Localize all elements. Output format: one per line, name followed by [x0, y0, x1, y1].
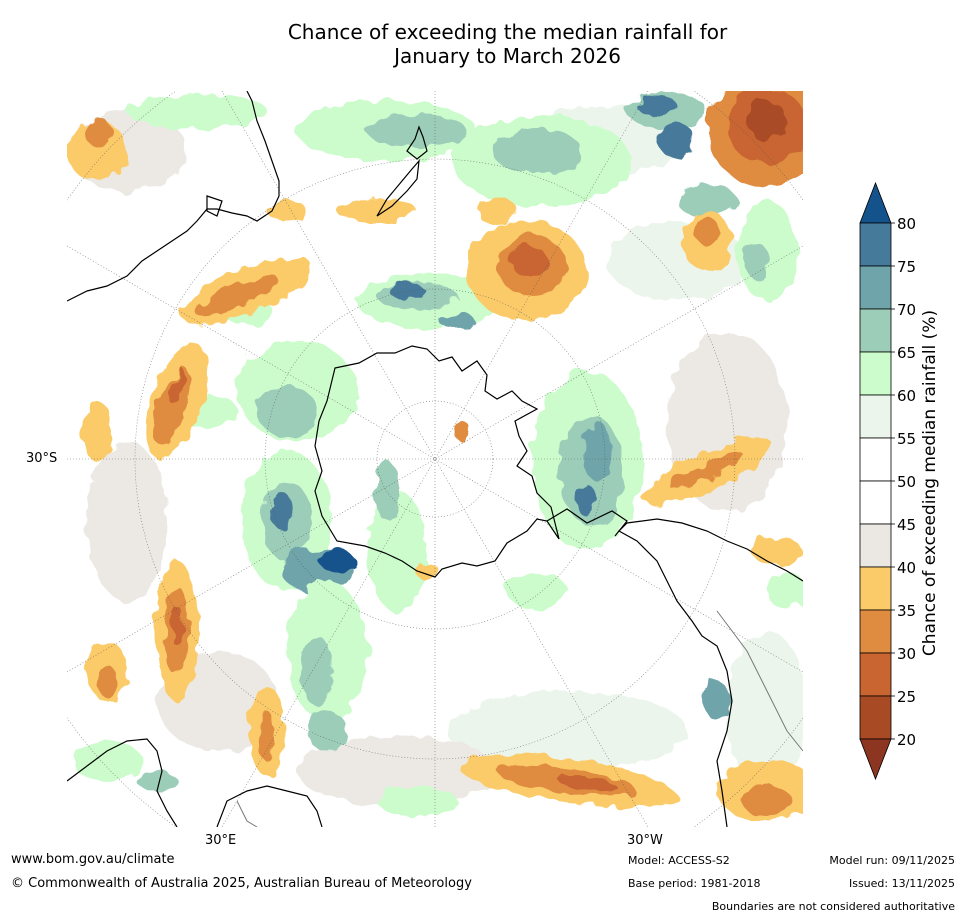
graticule [67, 91, 803, 827]
colorbar-bin [859, 566, 892, 611]
issued-label: Issued: 13/11/2025 [848, 877, 955, 890]
colorbar-bin [859, 222, 892, 267]
colorbar-tick-label: 55 [897, 430, 916, 448]
colorbar-bin [859, 394, 892, 439]
antarctic-peninsula [546, 508, 628, 537]
longitude-label-30w: 30°W [627, 833, 663, 848]
coastlines [67, 91, 803, 827]
colorbar-tick-label: 40 [897, 559, 916, 577]
south-america-coastline [618, 518, 803, 827]
colorbar-bin [859, 609, 892, 654]
colorbar-bin [859, 480, 892, 525]
colorbar-tick-label: 35 [897, 602, 916, 620]
colorbar-bin [859, 523, 892, 568]
colorbar-bin [859, 437, 892, 482]
map-title: Chance of exceeding the median rainfall … [250, 20, 765, 68]
antarctica-coastline [314, 345, 560, 578]
colorbar: 80 75 70 65 60 55 50 45 40 35 30 25 20 [855, 180, 965, 785]
africa-south-tip [216, 785, 323, 827]
copyright-text: © Commonwealth of Australia 2025, Austra… [11, 876, 472, 891]
wet-anomalies [72, 93, 803, 816]
new-zealand-south [376, 159, 420, 217]
colorbar-tick-label: 60 [897, 387, 916, 405]
colorbar-tick-label: 25 [897, 688, 916, 706]
colorbar-tick-label: 20 [897, 731, 916, 749]
disclaimer-text: Boundaries are not considered authoritat… [711, 900, 955, 913]
colorbar-tick-label: 50 [897, 473, 916, 491]
longitude-label-30e: 30°E [205, 833, 237, 848]
colorbar-bin [859, 351, 892, 396]
colorbar-arrow-bottom [859, 738, 892, 781]
colorbar-tick-label: 65 [897, 344, 916, 362]
title-line-1: Chance of exceeding the median rainfall … [287, 20, 728, 44]
colorbar-bin [859, 652, 892, 697]
australia-coastline [67, 91, 280, 302]
colorbar-tick-label: 30 [897, 645, 916, 663]
colorbar-tick-label: 45 [897, 516, 916, 534]
dry-anomalies [67, 91, 803, 821]
new-zealand-north [406, 125, 428, 160]
colorbar-arrow-top [859, 181, 892, 224]
model-run-label: Model run: 09/11/2025 [829, 854, 955, 867]
colorbar-bin [859, 265, 892, 310]
colorbar-tick-label: 70 [897, 301, 916, 319]
base-period-label: Base period: 1981-2018 [628, 877, 761, 890]
colorbar-title: Chance of exceeding median rainfall (%) [920, 309, 940, 657]
title-line-2: January to March 2026 [394, 44, 621, 68]
tasmania [206, 195, 223, 217]
colorbar-tick-label: 75 [897, 258, 916, 276]
model-label: Model: ACCESS-S2 [628, 854, 730, 867]
africa-coastline [67, 738, 178, 827]
rainfall-map [67, 91, 803, 827]
colorbar-tick-label: 80 [897, 215, 916, 233]
colorbar-bin [859, 695, 892, 740]
colorbar-bin [859, 308, 892, 353]
latitude-label-30s: 30°S [26, 451, 58, 466]
website-url: www.bom.gov.au/climate [11, 852, 175, 867]
country-borders [236, 610, 803, 827]
